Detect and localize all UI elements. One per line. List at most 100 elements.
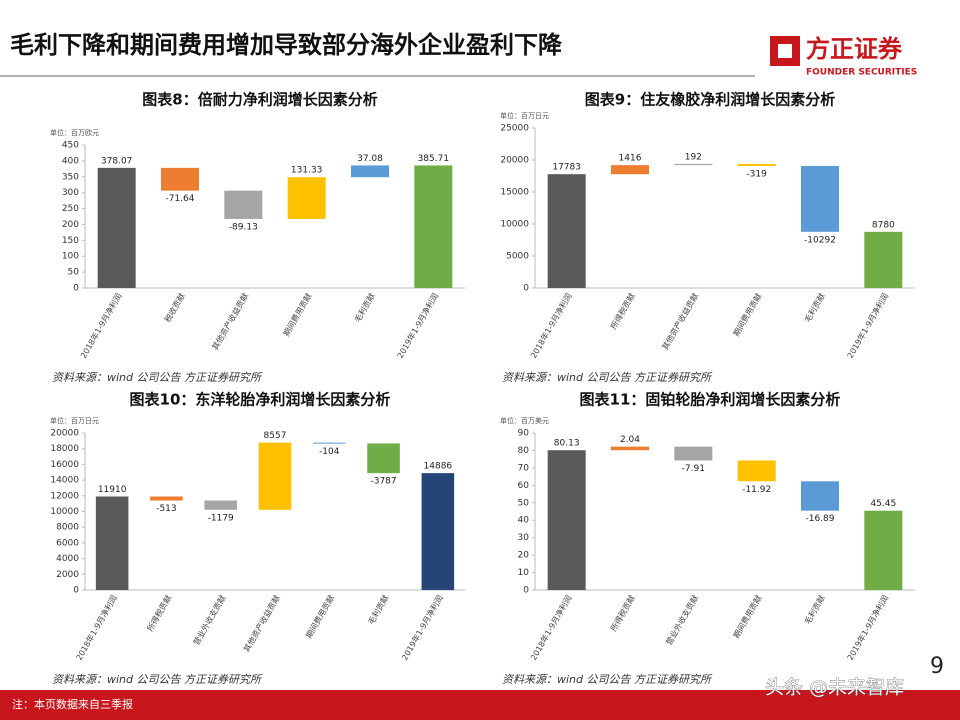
y-tick-label: 10000 bbox=[50, 507, 79, 517]
bar bbox=[414, 165, 453, 288]
bar bbox=[313, 442, 346, 444]
bar bbox=[287, 177, 326, 219]
value-label: 14886 bbox=[424, 462, 453, 472]
value-label: -10292 bbox=[804, 235, 836, 245]
value-label: 378.07 bbox=[101, 156, 133, 166]
x-tick-label: 营业外收支贡献 bbox=[191, 593, 228, 646]
x-tick-label: 2018年1-9月净利润 bbox=[528, 291, 573, 360]
y-tick-label: 4000 bbox=[56, 554, 79, 564]
logo-en: FOUNDER SECURITIES bbox=[806, 68, 917, 78]
logo-icon-inner bbox=[778, 44, 792, 58]
source: 资料来源：wind 公司公告 方正证券研究所 bbox=[502, 673, 713, 686]
y-tick-label: 350 bbox=[62, 172, 79, 182]
x-tick-label: 毛利贡献 bbox=[366, 593, 391, 626]
bar bbox=[351, 165, 389, 178]
value-label: -71.64 bbox=[165, 194, 194, 204]
value-label: 45.45 bbox=[870, 499, 896, 509]
y-tick-label: 100 bbox=[62, 252, 79, 262]
bar bbox=[258, 442, 292, 510]
x-tick-label: 2019年1-9月净利润 bbox=[395, 291, 440, 360]
y-tick-label: 15000 bbox=[500, 188, 529, 198]
x-tick-label: 2018年1-9月净利润 bbox=[528, 593, 573, 662]
chart-title: 图表11：固铂轮胎净利润增长因素分析 bbox=[580, 391, 841, 409]
value-label: 192 bbox=[685, 152, 702, 162]
bar bbox=[421, 473, 455, 590]
y-tick-label: 10 bbox=[518, 568, 530, 578]
unit-label: 单位：百万欧元 bbox=[50, 128, 99, 137]
bar bbox=[611, 165, 649, 175]
bar bbox=[801, 481, 839, 511]
bar bbox=[864, 510, 903, 590]
x-tick-label: 所得税贡献 bbox=[608, 291, 637, 331]
x-tick-label: 毛利贡献 bbox=[802, 593, 827, 626]
value-label: 17783 bbox=[552, 163, 581, 173]
y-tick-label: 20 bbox=[518, 551, 530, 561]
x-tick-label: 其他资产收益贡献 bbox=[660, 291, 701, 351]
y-tick-label: 14000 bbox=[50, 476, 79, 486]
y-tick-label: 70 bbox=[518, 463, 530, 473]
y-tick-label: 10000 bbox=[500, 220, 529, 230]
source: 资料来源：wind 公司公告 方正证券研究所 bbox=[502, 371, 713, 384]
bar bbox=[611, 446, 649, 451]
y-tick-label: 20000 bbox=[50, 429, 79, 439]
value-label: -104 bbox=[319, 447, 340, 457]
y-tick-label: 25000 bbox=[500, 124, 529, 134]
page-number: 9 bbox=[930, 654, 944, 679]
y-tick-label: 450 bbox=[62, 141, 79, 151]
value-label: 11910 bbox=[98, 485, 127, 495]
unit-label: 单位：百万日元 bbox=[50, 416, 99, 425]
bar bbox=[224, 190, 263, 219]
x-tick-label: 税收贡献 bbox=[162, 291, 187, 324]
bar bbox=[864, 231, 903, 288]
value-label: 8780 bbox=[872, 220, 895, 230]
chart-title: 图表8：倍耐力净利润增长因素分析 bbox=[142, 91, 377, 109]
y-tick-label: 300 bbox=[62, 188, 79, 198]
logo-name: 方正证券 bbox=[806, 35, 903, 63]
bar bbox=[95, 496, 129, 590]
unit-label: 单位：百万日元 bbox=[500, 111, 549, 120]
y-tick-label: 0 bbox=[73, 284, 79, 294]
x-tick-label: 2019年1-9月净利润 bbox=[399, 593, 444, 662]
slide-title: 毛利下降和期间费用增加导致部分海外企业盈利下降 bbox=[10, 31, 563, 59]
bar bbox=[737, 460, 776, 482]
bar bbox=[674, 446, 713, 461]
value-label: -11.92 bbox=[742, 485, 771, 495]
bar bbox=[547, 174, 586, 288]
footer-note: 注：本页数据来自三季报 bbox=[12, 697, 133, 711]
x-tick-label: 2019年1-9月净利润 bbox=[845, 593, 890, 662]
y-tick-label: 60 bbox=[518, 481, 530, 491]
y-tick-label: 6000 bbox=[56, 538, 79, 548]
value-label: 131.33 bbox=[291, 166, 323, 176]
x-tick-label: 毛利贡献 bbox=[802, 291, 827, 324]
bar bbox=[204, 500, 237, 510]
x-tick-label: 其他资产收益贡献 bbox=[210, 291, 251, 351]
x-tick-label: 营业外收支贡献 bbox=[664, 593, 701, 646]
value-label: -7.91 bbox=[682, 464, 705, 474]
value-label: 385.71 bbox=[418, 154, 450, 164]
value-label: 2.04 bbox=[620, 435, 640, 445]
y-tick-label: 0 bbox=[523, 284, 529, 294]
y-tick-label: 400 bbox=[62, 156, 79, 166]
source: 资料来源：wind 公司公告 方正证券研究所 bbox=[52, 673, 263, 686]
x-tick-label: 所得税贡献 bbox=[608, 593, 637, 633]
y-tick-label: 40 bbox=[518, 516, 530, 526]
y-tick-label: 30 bbox=[518, 533, 530, 543]
y-tick-label: 5000 bbox=[506, 252, 529, 262]
bar bbox=[737, 163, 776, 166]
value-label: -89.13 bbox=[229, 222, 258, 232]
y-tick-label: 20000 bbox=[500, 156, 529, 166]
x-tick-label: 2019年1-9月净利润 bbox=[845, 291, 890, 360]
y-tick-label: 16000 bbox=[50, 460, 79, 470]
y-tick-label: 50 bbox=[518, 498, 530, 508]
bar bbox=[161, 167, 199, 191]
y-tick-label: 0 bbox=[523, 586, 529, 596]
value-label: -319 bbox=[746, 169, 767, 179]
y-tick-label: 0 bbox=[73, 586, 79, 596]
bar bbox=[150, 496, 183, 501]
y-tick-label: 200 bbox=[62, 220, 79, 230]
source: 资料来源：wind 公司公告 方正证券研究所 bbox=[52, 371, 263, 384]
watermark: 头条 @未来智库 bbox=[765, 677, 904, 699]
x-tick-label: 2018年1-9月净利润 bbox=[74, 593, 119, 662]
logo: 方正证券 FOUNDER SECURITIES bbox=[770, 35, 917, 78]
